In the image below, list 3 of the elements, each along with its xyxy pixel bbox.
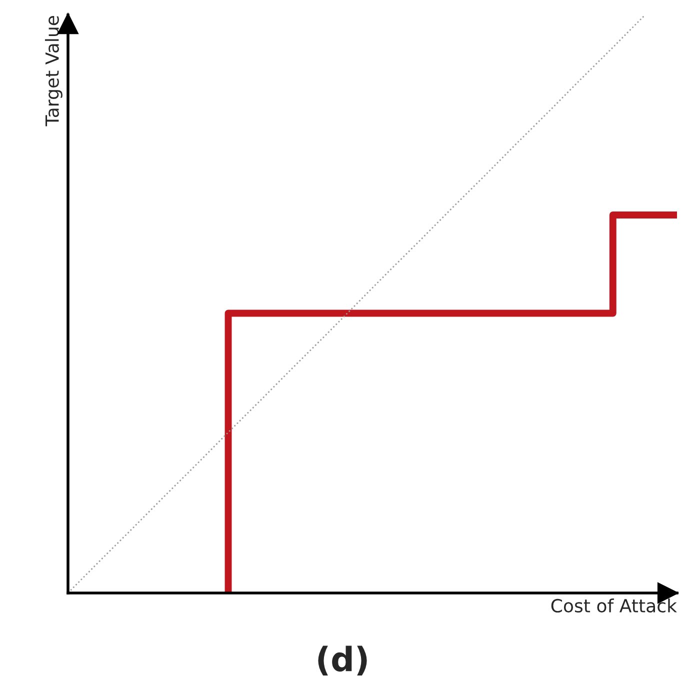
x-axis-title: Cost of Attack bbox=[551, 598, 677, 613]
y-axis-title: Target Value bbox=[44, 16, 62, 126]
text: (d) bbox=[318, 646, 367, 676]
